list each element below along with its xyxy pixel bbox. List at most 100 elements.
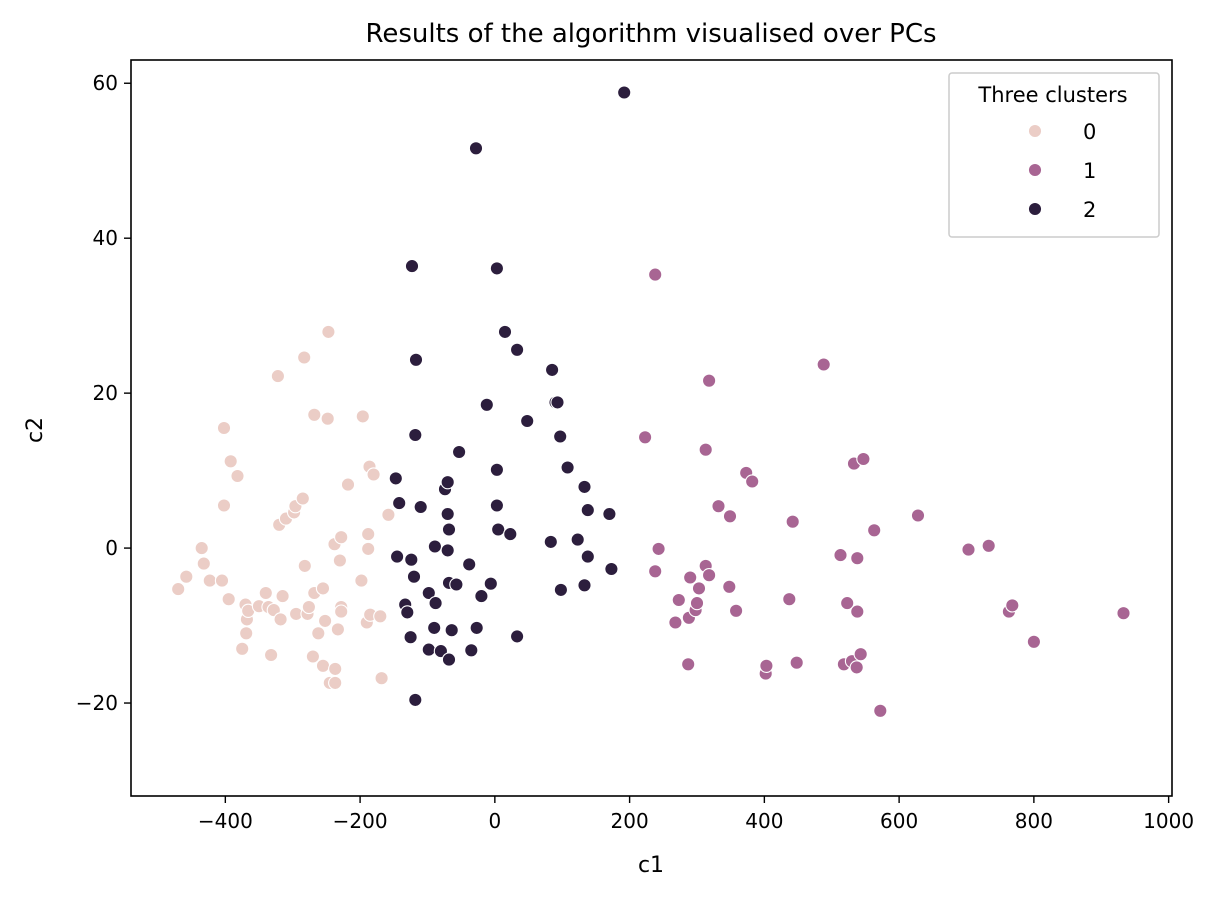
data-point [223, 454, 238, 469]
data-point [421, 585, 436, 601]
data-point [722, 509, 738, 524]
y-tick-label: 0 [105, 536, 118, 560]
data-point [332, 553, 348, 568]
legend-label: 1 [1083, 159, 1096, 183]
series-1 [637, 267, 1131, 718]
plot-area [171, 85, 1131, 718]
data-point [648, 564, 663, 579]
y-axis-label: c2 [23, 417, 48, 443]
data-point [408, 427, 423, 443]
legend-marker [1027, 201, 1043, 217]
data-point [196, 556, 211, 571]
data-point [637, 430, 653, 445]
data-point [321, 324, 336, 340]
data-point [373, 609, 388, 624]
data-point [381, 507, 396, 522]
data-point [580, 502, 595, 518]
data-point [691, 581, 707, 596]
y-tick-label: 40 [93, 226, 118, 250]
data-point [543, 534, 558, 550]
data-point [651, 541, 666, 557]
data-point [305, 649, 321, 664]
data-point [451, 444, 467, 460]
data-point [216, 498, 232, 513]
data-point [361, 526, 376, 542]
data-point [330, 622, 346, 637]
data-point [489, 498, 505, 513]
data-point [355, 409, 370, 424]
data-point [553, 429, 568, 444]
legend: Three clusters 0 1 2 [948, 72, 1160, 238]
x-tick-label: 0 [488, 809, 501, 833]
data-point [681, 657, 696, 672]
data-point [408, 692, 423, 708]
legend-label: 2 [1083, 198, 1096, 222]
data-point [816, 357, 831, 372]
data-point [403, 630, 418, 645]
data-point [328, 675, 343, 691]
data-point [413, 499, 428, 515]
data-point [474, 588, 489, 604]
data-point [840, 595, 855, 611]
legend-marker [1027, 162, 1043, 178]
legend-box [948, 72, 1160, 238]
data-point [392, 495, 407, 511]
series-2 [388, 85, 632, 708]
data-point [307, 407, 322, 422]
x-tick-label: 1000 [1143, 809, 1194, 833]
data-point [389, 549, 405, 564]
plot-frame [130, 59, 1173, 797]
data-point [701, 568, 717, 583]
data-point [406, 569, 422, 584]
data-point [789, 655, 804, 670]
data-point [440, 506, 455, 522]
data-point [311, 626, 326, 641]
data-point [479, 397, 494, 412]
data-point [275, 588, 290, 604]
y-tick-label: 20 [93, 381, 118, 405]
legend-label: 0 [1083, 120, 1096, 144]
data-point [853, 647, 868, 662]
data-point [509, 629, 525, 644]
data-point [297, 350, 312, 365]
y-axis: −20 0 20 40 60 [76, 71, 131, 715]
data-point [404, 258, 420, 274]
data-point [462, 557, 477, 572]
legend-item: 2 [1027, 198, 1096, 222]
data-point [849, 660, 864, 675]
data-point [328, 661, 343, 677]
y-tick-label: 60 [93, 71, 118, 95]
data-point [427, 539, 443, 554]
data-point [850, 551, 865, 566]
data-point [560, 460, 575, 475]
x-tick-label: 400 [745, 809, 783, 833]
data-point [374, 671, 389, 686]
data-point [449, 577, 464, 592]
data-point [577, 479, 592, 495]
data-point [668, 615, 683, 630]
y-tick-label: −20 [76, 691, 118, 715]
data-point [745, 474, 760, 489]
data-point [468, 141, 484, 156]
data-point [440, 475, 455, 490]
data-point [553, 582, 569, 598]
data-point [334, 530, 349, 545]
data-point [785, 514, 800, 529]
data-point [520, 413, 535, 429]
data-point [689, 595, 705, 611]
x-tick-label: 200 [611, 809, 649, 833]
data-point [202, 573, 217, 588]
data-point [400, 605, 415, 620]
data-point [315, 581, 331, 596]
data-point [295, 491, 310, 506]
data-point [408, 352, 424, 367]
data-point [315, 658, 331, 673]
data-point [509, 342, 525, 357]
data-point [1005, 598, 1020, 613]
legend-item: 0 [1027, 120, 1096, 144]
x-tick-label: 800 [1015, 809, 1053, 833]
data-point [850, 604, 865, 619]
data-point [698, 442, 713, 457]
data-point [464, 643, 479, 658]
